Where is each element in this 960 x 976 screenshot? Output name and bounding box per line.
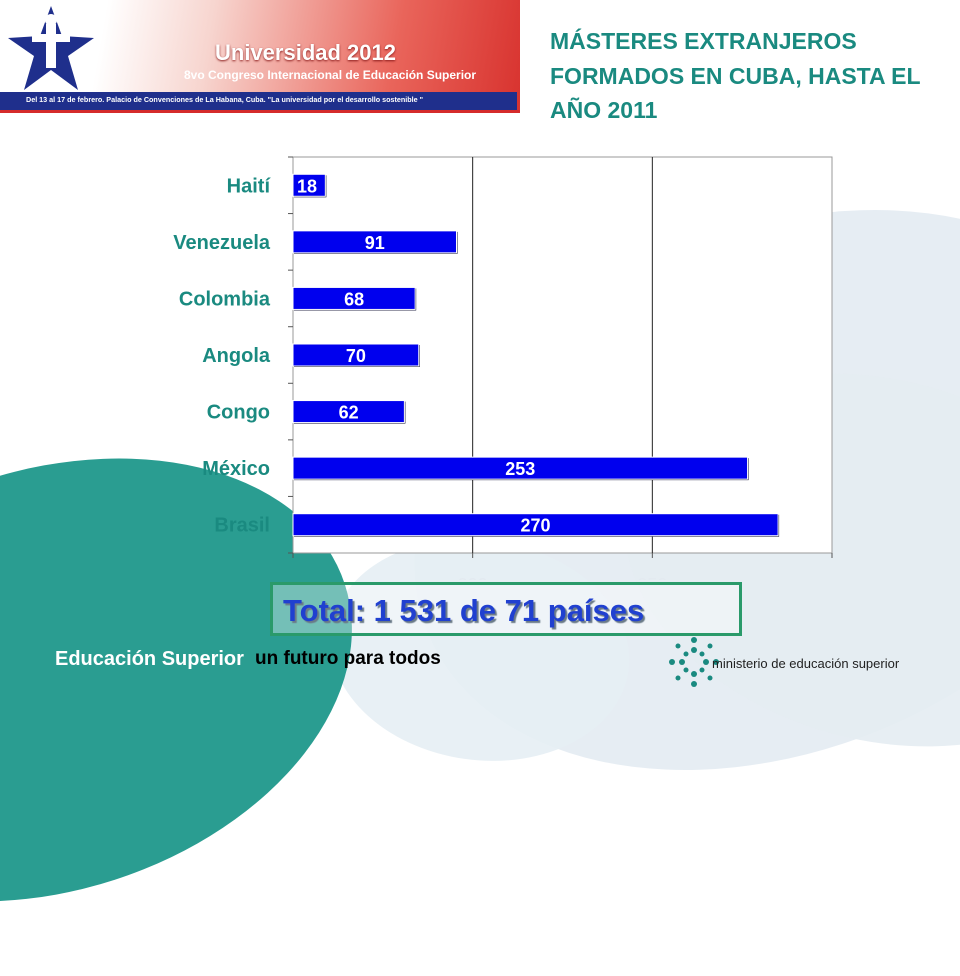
x-tick-label: 250 bbox=[637, 575, 667, 580]
value-label: 68 bbox=[344, 289, 364, 309]
category-label: Angola bbox=[202, 345, 271, 367]
category-label: Congo bbox=[207, 402, 270, 424]
bar bbox=[292, 173, 326, 197]
banner-title: Universidad 2012 bbox=[215, 40, 396, 65]
bar bbox=[292, 400, 405, 424]
bar-chart: Haití 18 Venezuela 91 Colombia 68 Angola 70 Cong… bbox=[173, 156, 833, 580]
banner-strip: Del 13 al 17 de febrero. Palacio de Conv… bbox=[0, 92, 517, 110]
star-logo-icon bbox=[8, 6, 94, 90]
category-label: Venezuela bbox=[173, 232, 271, 254]
category-label: Haití bbox=[227, 175, 272, 197]
value-label: 62 bbox=[339, 403, 359, 423]
bar bbox=[292, 286, 416, 310]
bar bbox=[292, 230, 457, 254]
total-box: Total: 1 531 de 71 países bbox=[270, 582, 742, 636]
bar bbox=[292, 343, 420, 367]
ministry-name: ministerio de educación superior bbox=[712, 656, 900, 671]
category-label: Brasil bbox=[214, 515, 270, 537]
banner-strip-text: Del 13 al 17 de febrero. Palacio de Conv… bbox=[26, 95, 424, 104]
bar bbox=[292, 513, 779, 537]
value-label: 91 bbox=[365, 233, 385, 253]
congress-banner: Universidad 2012 8vo Congreso Internacio… bbox=[0, 0, 520, 113]
x-tick-label: 200 bbox=[458, 575, 488, 580]
value-label: 70 bbox=[346, 346, 366, 366]
slide-title: MÁSTERES EXTRANJEROS FORMADOS EN CUBA, H… bbox=[550, 28, 921, 123]
footer-slogan: un futuro para todos bbox=[255, 648, 441, 669]
value-label: 18 bbox=[297, 176, 317, 196]
category-label: México bbox=[202, 458, 270, 480]
value-label: 253 bbox=[505, 459, 535, 479]
category-label: Colombia bbox=[179, 288, 271, 310]
footer-brand: Educación Superior bbox=[55, 648, 244, 670]
value-label: 270 bbox=[521, 516, 551, 536]
bar bbox=[292, 456, 749, 480]
total-text: Total: 1 531 de 71 países bbox=[283, 593, 645, 628]
banner-subtitle: 8vo Congreso Internacional de Educación … bbox=[184, 68, 477, 82]
ministry-logo-icon bbox=[669, 637, 719, 687]
